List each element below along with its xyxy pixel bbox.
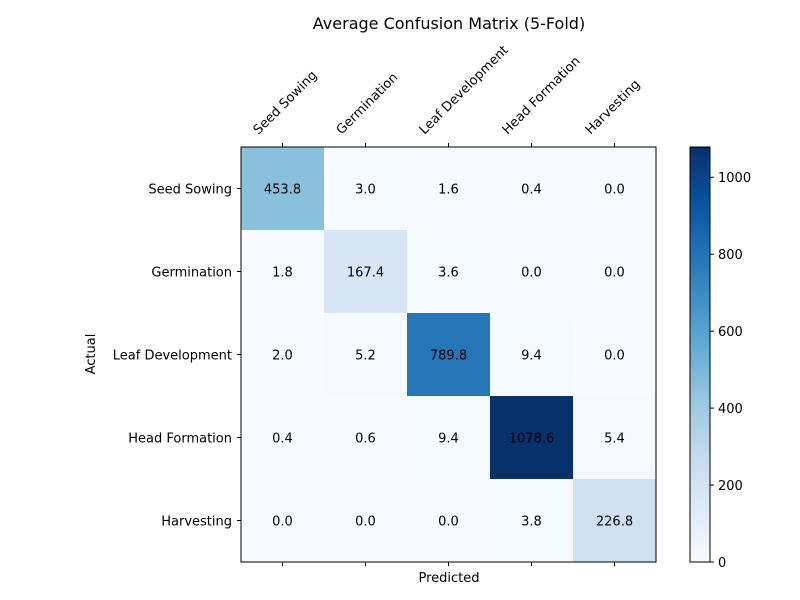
y-tick-label: Leaf Development [113, 349, 232, 364]
cell-value-label: 0.0 [604, 183, 625, 198]
heatmap-cell [241, 479, 325, 563]
y-tick-label: Harvesting [161, 515, 232, 530]
cell-value-label: 2.0 [272, 349, 293, 364]
cell-value-label: 453.8 [264, 183, 301, 198]
heatmap-cell [573, 479, 657, 563]
chart-title: Average Confusion Matrix (5-Fold) [313, 14, 585, 33]
colorbar-ticks: 0 200 400 600 800 1000 [710, 171, 751, 571]
x-tick-label: Germination [334, 70, 402, 138]
x-tick-label: Leaf Development [417, 43, 512, 138]
x-tick-label: Head Formation [500, 54, 584, 138]
y-tick-label: Head Formation [128, 432, 232, 447]
cell-value-label: 0.4 [272, 432, 293, 447]
y-axis-ticks: Seed Sowing Germination Leaf Development He… [113, 183, 241, 530]
heatmap-cell [324, 479, 408, 563]
heatmap-cell [407, 479, 491, 563]
plot-frame [240, 146, 657, 563]
colorbar-tick-label: 200 [718, 479, 743, 494]
cell-value-label: 0.0 [604, 349, 625, 364]
cell-value-label: 5.4 [604, 432, 625, 447]
cell-value-label: 167.4 [347, 266, 384, 281]
x-tick-label: Harvesting [583, 77, 644, 138]
heatmap-cell [490, 479, 574, 563]
heatmap-cell [490, 313, 574, 397]
heatmap-cell [241, 396, 325, 480]
heatmap-cell [241, 147, 325, 231]
heatmap-cell [241, 313, 325, 397]
heatmap-cell [573, 147, 657, 231]
cell-value-label: 9.4 [438, 432, 459, 447]
cell-value-label: 0.6 [355, 432, 376, 447]
heatmap-cell [490, 230, 574, 314]
cell-value-label: 3.6 [438, 266, 459, 281]
colorbar-tick-label: 400 [718, 402, 743, 417]
heatmap-cell [490, 147, 574, 231]
y-tick-label: Germination [151, 266, 232, 281]
heatmap-cell [324, 147, 408, 231]
heatmap-cell [324, 396, 408, 480]
cell-value-label: 789.8 [430, 349, 467, 364]
y-axis-label: Actual [84, 334, 99, 375]
cell-value-label: 0.0 [521, 266, 542, 281]
heatmap-cells: 453.8 3.0 1.6 0.4 0.0 1.8 167.4 3.6 0.0 0.0 2.0 5.2… [241, 147, 657, 563]
heatmap-cell [407, 230, 491, 314]
heatmap-cell [573, 230, 657, 314]
cell-value-label: 9.4 [521, 349, 542, 364]
heatmap-cell [490, 396, 574, 480]
cell-value-label: 0.0 [604, 266, 625, 281]
heatmap-cell [324, 313, 408, 397]
cell-value-label: 0.0 [438, 515, 459, 530]
heatmap-cell [407, 147, 491, 231]
y-tick-label: Seed Sowing [148, 183, 232, 198]
cell-value-label: 1.8 [272, 266, 293, 281]
heatmap-cell [573, 396, 657, 480]
cell-value-label: 3.0 [355, 183, 376, 198]
colorbar-tick-label: 600 [718, 325, 743, 340]
heatmap-cell [407, 396, 491, 480]
colorbar-tick-label: 800 [718, 248, 743, 263]
colorbar-tick-label: 0 [718, 556, 726, 571]
heatmap-cell [573, 313, 657, 397]
x-tick-label: Seed Sowing [251, 68, 321, 138]
x-axis-label: Predicted [418, 571, 479, 586]
cell-value-label: 3.8 [521, 515, 542, 530]
heatmap-cell [407, 313, 491, 397]
cell-value-label: 0.4 [521, 183, 542, 198]
cell-value-label: 1.6 [438, 183, 459, 198]
heatmap-cell [241, 230, 325, 314]
cell-value-label: 1078.6 [509, 432, 555, 447]
cell-value-label: 226.8 [596, 515, 633, 530]
colorbar [689, 146, 711, 563]
colorbar-tick-label: 1000 [718, 171, 751, 186]
cell-value-label: 0.0 [272, 515, 293, 530]
heatmap-cell [324, 230, 408, 314]
cell-value-label: 5.2 [355, 349, 376, 364]
cell-value-label: 0.0 [355, 515, 376, 530]
